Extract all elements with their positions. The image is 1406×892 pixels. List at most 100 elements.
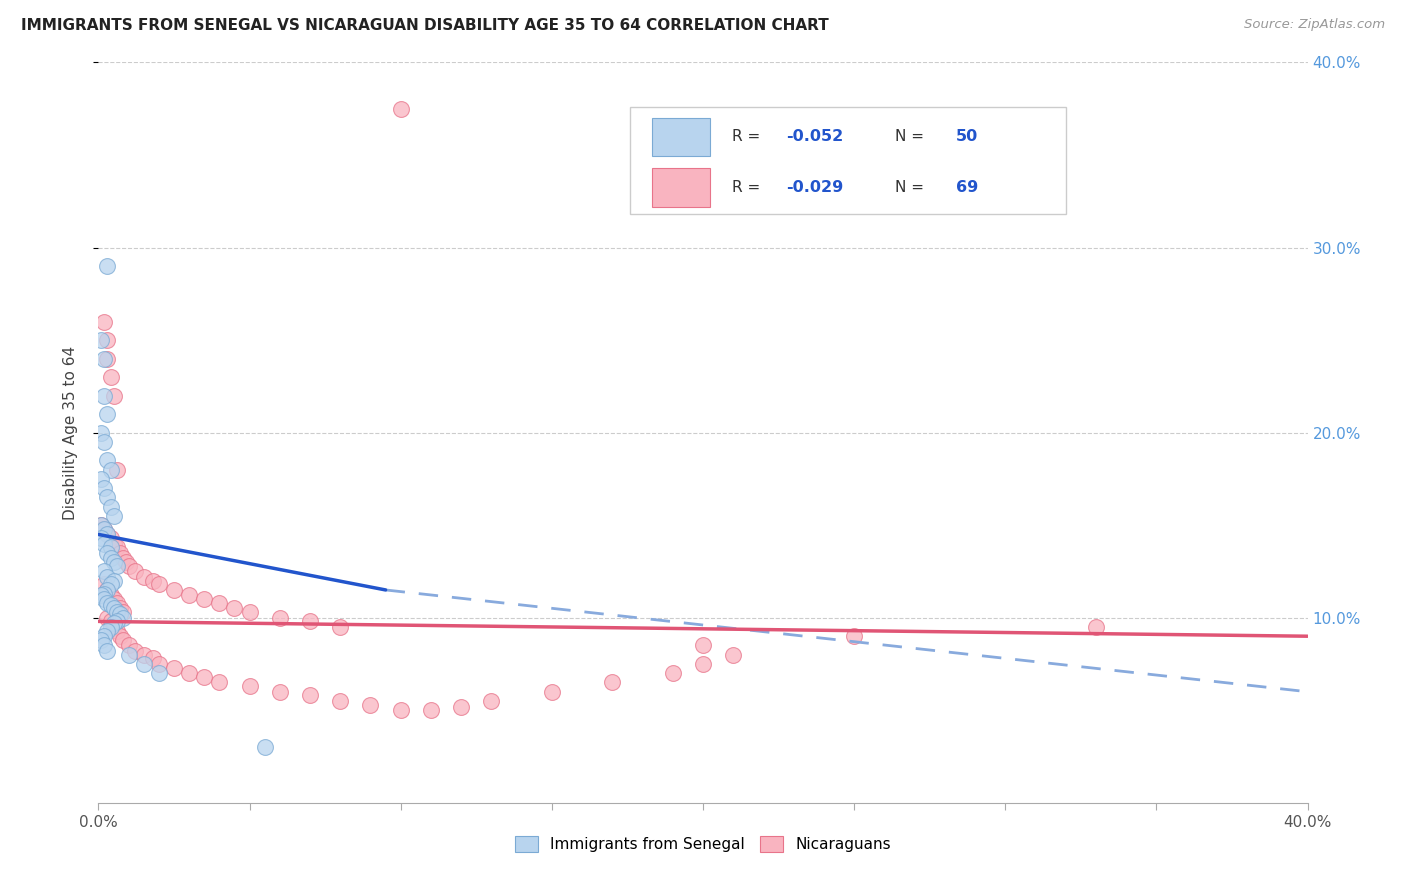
- Point: [93, 536, 115, 550]
- Point: [96, 527, 118, 541]
- Point: [90, 531, 112, 545]
- Point: [208, 675, 231, 690]
- Point: [114, 555, 136, 569]
- Point: [103, 555, 125, 569]
- Text: N =: N =: [896, 129, 929, 145]
- Point: [142, 574, 165, 588]
- Point: [96, 259, 118, 273]
- Point: [103, 620, 125, 634]
- Point: [118, 558, 141, 573]
- Bar: [652, 168, 710, 207]
- Point: [93, 351, 115, 366]
- Point: [93, 565, 115, 579]
- Point: [100, 551, 122, 566]
- Point: [93, 388, 115, 402]
- Point: [118, 639, 141, 653]
- Point: [1085, 620, 1108, 634]
- Point: [105, 558, 128, 573]
- Point: [90, 518, 112, 533]
- Point: [118, 648, 141, 662]
- Point: [329, 620, 352, 634]
- Point: [100, 589, 122, 603]
- Text: -0.052: -0.052: [786, 129, 844, 145]
- Point: [389, 703, 412, 717]
- Point: [105, 462, 128, 476]
- Point: [100, 541, 122, 555]
- Point: [103, 592, 125, 607]
- Point: [100, 620, 122, 634]
- Point: [253, 740, 276, 755]
- Point: [269, 610, 291, 624]
- Point: [100, 577, 122, 591]
- Point: [103, 536, 125, 550]
- Text: R =: R =: [733, 129, 765, 145]
- Point: [103, 616, 125, 631]
- Point: [100, 462, 122, 476]
- Point: [269, 685, 291, 699]
- Point: [389, 102, 412, 116]
- Point: [142, 651, 165, 665]
- Point: [692, 657, 714, 671]
- Point: [96, 333, 118, 347]
- Text: 69: 69: [956, 180, 979, 194]
- Point: [93, 522, 115, 536]
- Text: N =: N =: [896, 180, 929, 194]
- Point: [239, 679, 262, 693]
- Point: [96, 546, 118, 560]
- Point: [105, 541, 128, 555]
- Point: [100, 500, 122, 514]
- Point: [132, 570, 155, 584]
- Text: Source: ZipAtlas.com: Source: ZipAtlas.com: [1244, 18, 1385, 31]
- Point: [100, 615, 122, 629]
- Point: [90, 333, 112, 347]
- Point: [108, 629, 131, 643]
- Point: [96, 453, 118, 467]
- Point: [93, 587, 115, 601]
- Point: [93, 314, 115, 328]
- Point: [224, 601, 246, 615]
- Point: [208, 596, 231, 610]
- Point: [108, 601, 131, 615]
- Point: [90, 589, 112, 603]
- Point: [193, 592, 215, 607]
- Point: [124, 644, 146, 658]
- Point: [100, 370, 122, 384]
- Point: [132, 657, 155, 671]
- Point: [105, 615, 128, 629]
- Point: [692, 639, 714, 653]
- Point: [148, 577, 170, 591]
- Point: [111, 632, 134, 647]
- Point: [93, 434, 115, 449]
- Point: [96, 624, 118, 638]
- Point: [661, 666, 683, 681]
- Point: [100, 531, 122, 545]
- Point: [96, 610, 118, 624]
- Point: [239, 605, 262, 619]
- Point: [90, 472, 112, 486]
- Point: [450, 699, 472, 714]
- Point: [96, 491, 118, 505]
- Point: [96, 596, 118, 610]
- Point: [93, 592, 115, 607]
- Point: [93, 577, 115, 591]
- FancyBboxPatch shape: [630, 107, 1066, 214]
- Point: [124, 565, 146, 579]
- Point: [105, 596, 128, 610]
- Point: [96, 582, 118, 597]
- Point: [105, 624, 128, 638]
- Point: [329, 694, 352, 708]
- Point: [111, 551, 134, 566]
- Point: [90, 518, 112, 533]
- Point: [148, 657, 170, 671]
- Point: [108, 607, 131, 621]
- Text: 50: 50: [956, 129, 979, 145]
- Point: [602, 675, 624, 690]
- Point: [108, 546, 131, 560]
- Text: R =: R =: [733, 180, 765, 194]
- Point: [93, 522, 115, 536]
- Point: [360, 698, 382, 712]
- Point: [111, 610, 134, 624]
- Point: [96, 644, 118, 658]
- Point: [93, 639, 115, 653]
- Y-axis label: Disability Age 35 to 64: Disability Age 35 to 64: [63, 345, 77, 520]
